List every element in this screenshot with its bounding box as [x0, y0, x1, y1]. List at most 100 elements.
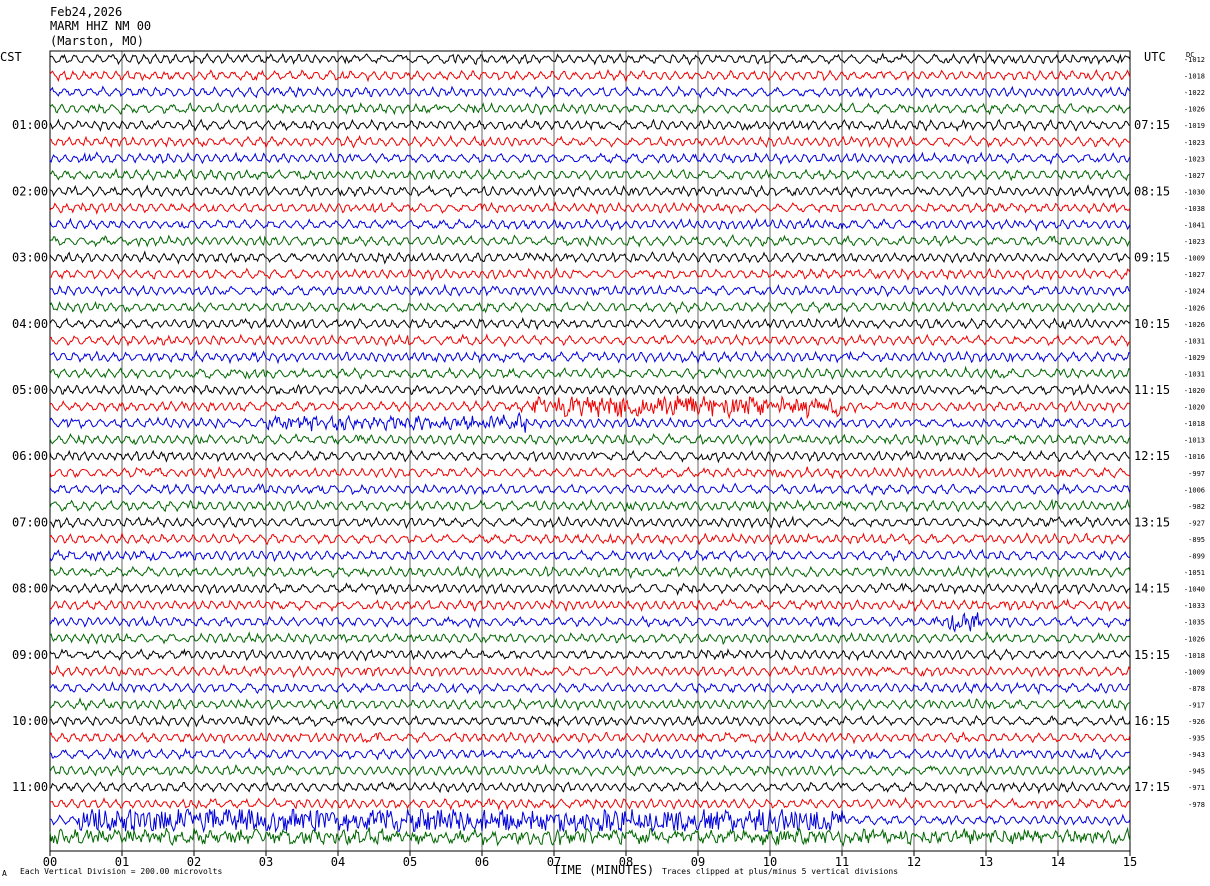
- trace-line: [49, 52, 1131, 66]
- dc-offset-label: -1023: [1184, 155, 1205, 163]
- x-tick-label: 08: [619, 855, 633, 869]
- dc-offset-label: -927: [1188, 519, 1205, 527]
- dc-header: DC: [1186, 51, 1194, 59]
- x-tick-label: 11: [835, 855, 849, 869]
- seismic-traces: [49, 52, 1131, 848]
- left-hour-label: 10:00: [12, 714, 48, 728]
- trace-line: [49, 498, 1131, 513]
- scale-note: Each Vertical Division = 200.00 microvol…: [20, 867, 222, 876]
- x-tick-label: 10: [763, 855, 777, 869]
- dc-offset-label: -971: [1188, 784, 1205, 792]
- dc-offset-label: -1022: [1184, 89, 1205, 97]
- x-tick-label: 13: [979, 855, 993, 869]
- x-tick-label: 12: [907, 855, 921, 869]
- dc-offset-label: -1038: [1184, 205, 1205, 213]
- left-hour-label: 11:00: [12, 780, 48, 794]
- time-grid: [49, 50, 1131, 852]
- trace-line: [49, 233, 1131, 248]
- trace-line: [49, 631, 1131, 646]
- x-tick-label: 02: [187, 855, 201, 869]
- x-tick-label: 15: [1123, 855, 1137, 869]
- trace-line: [49, 266, 1131, 282]
- trace-line: [49, 808, 1131, 834]
- dc-offset-label: -1026: [1184, 321, 1205, 329]
- left-hour-label: 08:00: [12, 582, 48, 596]
- dc-offset-label: -1040: [1184, 586, 1205, 594]
- right-hour-label: 10:15: [1134, 317, 1170, 331]
- trace-line: [49, 394, 1131, 420]
- dc-offset-label: -1024: [1184, 288, 1205, 296]
- corner-mark: Α: [2, 869, 7, 878]
- dc-offset-label: -1019: [1184, 122, 1205, 130]
- right-hour-label: 09:15: [1134, 251, 1170, 265]
- trace-line: [49, 515, 1131, 530]
- right-hour-label: 11:15: [1134, 383, 1170, 397]
- dc-offset-label: -945: [1188, 768, 1205, 776]
- dc-offset-label: -1012: [1184, 56, 1205, 64]
- dc-offset-label: -1030: [1184, 188, 1205, 196]
- x-tick-label: 06: [475, 855, 489, 869]
- trace-line: [49, 531, 1131, 546]
- dc-offset-label: -1013: [1184, 437, 1205, 445]
- station-location: (Marston, MO): [50, 34, 144, 48]
- dc-offset-label: -1018: [1184, 652, 1205, 660]
- trace-line: [49, 217, 1131, 232]
- trace-line: [49, 184, 1131, 199]
- dc-offset-label: -1027: [1184, 172, 1205, 180]
- trace-line: [49, 365, 1131, 380]
- left-hour-labels: 01:00 02:00 03:00 04:00 05:00 06:00 07:00 08:00…: [12, 118, 48, 794]
- right-hour-label: 16:15: [1134, 714, 1170, 728]
- dc-offset-label: -982: [1188, 503, 1205, 511]
- trace-line: [49, 681, 1131, 696]
- trace-line: [50, 796, 1131, 811]
- trace-line: [49, 101, 1131, 116]
- trace-line: [49, 763, 1131, 778]
- trace-line: [49, 151, 1131, 166]
- dc-offset-label: -1027: [1184, 271, 1205, 279]
- trace-line: [49, 167, 1131, 182]
- trace-line: [49, 731, 1131, 745]
- x-tick-label: 04: [331, 855, 345, 869]
- plot-date: Feb24,2026: [50, 5, 122, 19]
- trace-line: [49, 664, 1131, 679]
- x-tick-label: 00: [43, 855, 57, 869]
- dc-offset-label: -1020: [1184, 387, 1205, 395]
- dc-offset-label: -926: [1188, 718, 1205, 726]
- trace-line: [49, 432, 1131, 447]
- station-code: MARM HHZ NM 00: [50, 19, 151, 33]
- dc-offset-label: -878: [1188, 685, 1205, 693]
- trace-line: [49, 333, 1131, 348]
- trace-line: [49, 548, 1131, 563]
- left-hour-label: 03:00: [12, 251, 48, 265]
- left-hour-label: 01:00: [12, 118, 48, 132]
- x-tick-label: 05: [403, 855, 417, 869]
- dc-offset-label: -1026: [1184, 635, 1205, 643]
- dc-offset-label: -943: [1188, 751, 1205, 759]
- dc-offset-label: -1026: [1184, 106, 1205, 114]
- dc-offset-label: -917: [1188, 701, 1205, 709]
- dc-offset-label: -935: [1188, 735, 1205, 743]
- dc-offset-label: -1006: [1184, 486, 1205, 494]
- right-hour-label: 14:15: [1134, 582, 1170, 596]
- dc-offset-label: -1016: [1184, 453, 1205, 461]
- x-axis-ticks: 00 01 02 03 04 05 06 07 08 09 10 11 12 13 14 15: [43, 851, 1137, 869]
- trace-line: [49, 349, 1131, 365]
- dc-offset-label: -1026: [1184, 304, 1205, 312]
- dc-offset-label: -1033: [1184, 602, 1205, 610]
- dc-offset-label: -1051: [1184, 569, 1205, 577]
- trace-line: [49, 564, 1131, 580]
- x-tick-label: 07: [547, 855, 561, 869]
- dc-offset-label: -1041: [1184, 222, 1205, 230]
- trace-line: [49, 85, 1131, 100]
- right-timezone: UTC: [1144, 50, 1166, 64]
- left-hour-label: 02:00: [12, 184, 48, 198]
- x-axis-title: TIME (MINUTES): [553, 863, 654, 877]
- x-tick-label: 09: [691, 855, 705, 869]
- trace-line: [49, 300, 1131, 315]
- dc-offset-label: -1031: [1184, 337, 1205, 345]
- right-hour-label: 07:15: [1134, 118, 1170, 132]
- trace-line: [49, 714, 1131, 728]
- x-tick-label: 01: [115, 855, 129, 869]
- x-tick-label: 03: [259, 855, 273, 869]
- dc-offset-label: -978: [1188, 801, 1205, 809]
